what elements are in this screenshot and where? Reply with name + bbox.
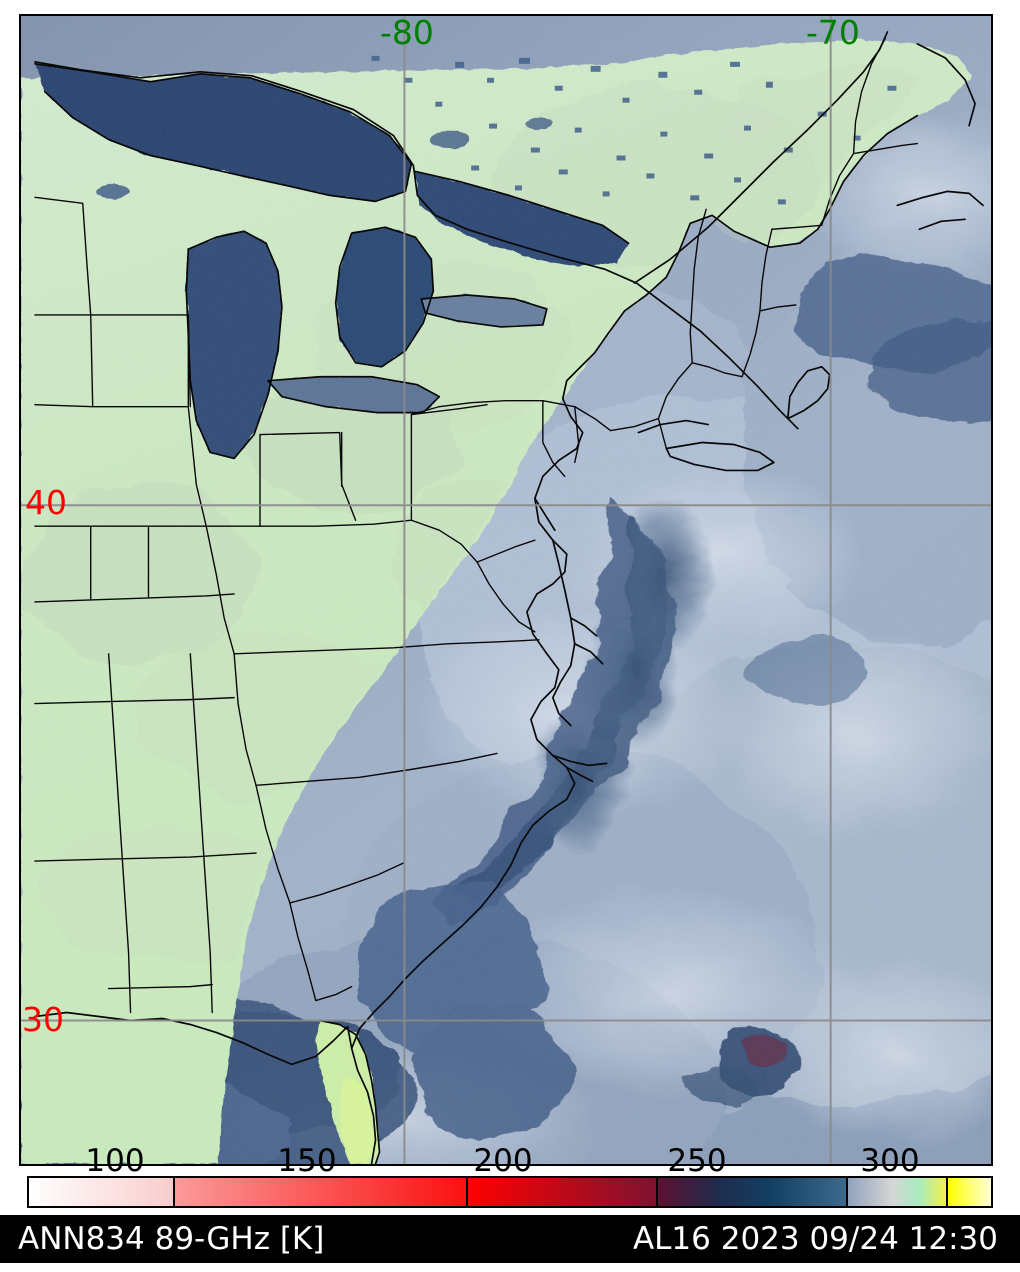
colorbar-segment-2 (175, 1178, 468, 1206)
microwave-speckle (21, 16, 991, 1164)
graticule (21, 16, 991, 1164)
colorbar[interactable] (27, 1176, 993, 1208)
satellite-brightness-temperature-map[interactable] (21, 16, 991, 1164)
colorbar-segment-6 (947, 1178, 991, 1206)
colorbar-segment-4 (658, 1178, 848, 1206)
map-panel[interactable] (19, 14, 993, 1166)
storm-datetime-label: AL16 2023 09/24 12:30 (632, 1221, 998, 1257)
colorbar-segment-3 (467, 1178, 659, 1206)
product-label: ANN834 89-GHz [K] (18, 1221, 325, 1257)
colorbar-segment-1 (29, 1178, 176, 1206)
colorbar-segment-5 (847, 1178, 948, 1206)
footer-bar: ANN834 89-GHz [K] AL16 2023 09/24 12:30 (0, 1215, 1020, 1263)
